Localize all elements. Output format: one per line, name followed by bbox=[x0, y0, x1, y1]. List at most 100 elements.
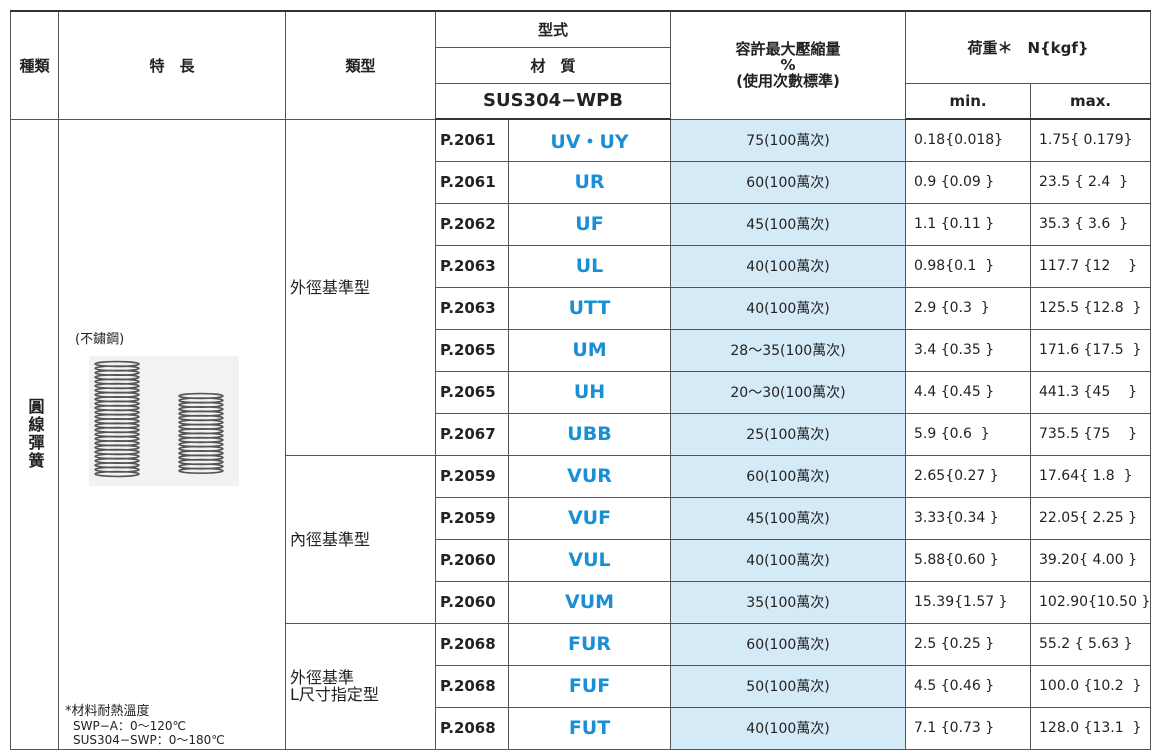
temperature-note: *材料耐熱溫度 SWP−A：0〜120℃ SUS304−SWP：0〜180℃ bbox=[65, 703, 225, 747]
load-min: 3.4 {0.35 } bbox=[905, 328, 1032, 372]
header-max: max. bbox=[1030, 82, 1152, 120]
table-row: 外徑基準 L尺寸指定型 P.2068 FUR 60(100萬次) 2.5 {0.25 } 5… bbox=[11, 622, 1152, 750]
load-min: 4.5 {0.46 } bbox=[905, 664, 1032, 708]
page-ref: P.2060 bbox=[435, 580, 509, 624]
header-text: % bbox=[780, 56, 796, 75]
header-feature: 特 長 bbox=[58, 10, 286, 120]
feature-cell: (不鏽鋼) *材料耐熱溫度 SWP−A：0〜120℃ SUS304−SWP：0〜180… bbox=[58, 118, 286, 750]
spec-table-wrap: 種類 特 長 類型 型式 容許最大壓縮量 % (使用次數標準) 荷重＊ N{kg… bbox=[10, 10, 1152, 750]
page-ref: P.2067 bbox=[435, 412, 509, 456]
load-min: 2.9 {0.3 } bbox=[905, 286, 1032, 330]
model-code: VUF bbox=[507, 496, 672, 540]
page-ref: P.2065 bbox=[435, 370, 509, 414]
compression: 40(100萬次) bbox=[670, 286, 907, 330]
load-max: 171.6 {17.5 } bbox=[1030, 328, 1152, 372]
model-code: VUM bbox=[507, 580, 672, 624]
header-compression: 容許最大壓縮量 % (使用次數標準) bbox=[670, 10, 907, 120]
model-code: UV・UY bbox=[507, 118, 672, 162]
load-max: 17.64{ 1.8 } bbox=[1030, 454, 1152, 498]
load-min: 7.1 {0.73 } bbox=[905, 706, 1032, 750]
page-ref: P.2061 bbox=[435, 160, 509, 204]
table-row: P.2063 UTT 40(100萬次) 2.9 {0.3 } 125.5 {12.8 … bbox=[11, 286, 1152, 330]
load-min: 5.88{0.60 } bbox=[905, 538, 1032, 582]
model-code: UBB bbox=[507, 412, 672, 456]
load-min: 15.39{1.57 } bbox=[905, 580, 1032, 624]
model-code: UH bbox=[507, 370, 672, 414]
load-min: 2.65{0.27 } bbox=[905, 454, 1032, 498]
model-code: VUR bbox=[507, 454, 672, 498]
compression: 28〜35(100萬次) bbox=[670, 328, 907, 372]
load-min: 0.98{0.1 } bbox=[905, 244, 1032, 288]
page-ref: P.2063 bbox=[435, 244, 509, 288]
compression: 45(100萬次) bbox=[670, 202, 907, 246]
category-line: L尺寸指定型 bbox=[290, 685, 379, 704]
temperature-title: *材料耐熱溫度 bbox=[65, 703, 150, 719]
page-ref: P.2068 bbox=[435, 622, 509, 666]
header-text: (使用次數標準) bbox=[736, 72, 840, 91]
header-load: 荷重＊ N{kgf} bbox=[905, 10, 1152, 84]
model-code: UF bbox=[507, 202, 672, 246]
compression: 60(100萬次) bbox=[670, 160, 907, 204]
table-row: P.2059 VUF 45(100萬次) 3.33{0.34 } 22.05{ 2.25… bbox=[11, 496, 1152, 540]
compression: 60(100萬次) bbox=[670, 622, 907, 666]
load-min: 0.18{0.018} bbox=[905, 118, 1032, 162]
header-category: 類型 bbox=[285, 10, 436, 120]
load-max: 102.90{10.50 } bbox=[1030, 580, 1152, 624]
compression: 25(100萬次) bbox=[670, 412, 907, 456]
load-min: 4.4 {0.45 } bbox=[905, 370, 1032, 414]
header-text: 容許最大壓縮量 bbox=[735, 40, 841, 59]
compression: 35(100萬次) bbox=[670, 580, 907, 624]
category-line: 內徑基準型 bbox=[290, 529, 371, 549]
load-min: 0.9 {0.09 } bbox=[905, 160, 1032, 204]
category-cell: 內徑基準型 bbox=[285, 454, 436, 624]
table-body: 圓線彈簧 (不鏽鋼) *材料耐熱溫度 SWP−A：0〜120℃ SUS304−SWP：0… bbox=[10, 118, 1152, 750]
model-code: FUR bbox=[507, 622, 672, 666]
spec-table: 種類 特 長 類型 型式 容許最大壓縮量 % (使用次數標準) 荷重＊ N{kg… bbox=[10, 10, 1152, 750]
table-row: 圓線彈簧 (不鏽鋼) *材料耐熱溫度 SWP−A：0〜120℃ SUS304−SWP：0… bbox=[10, 118, 1152, 750]
table-row: P.2068 FUF 50(100萬次) 4.5 {0.46 } 100.0 {10.2… bbox=[11, 664, 1152, 708]
compression: 40(100萬次) bbox=[670, 244, 907, 288]
load-max: 441.3 {45 } bbox=[1030, 370, 1152, 414]
model-code: FUT bbox=[507, 706, 672, 750]
page-ref: P.2065 bbox=[435, 328, 509, 372]
page-ref: P.2061 bbox=[435, 118, 509, 162]
table-row: 內徑基準型 P.2059 VUR 60(100萬次) 2.65{0.27 } 17.64{… bbox=[11, 454, 1152, 624]
model-code: VUL bbox=[507, 538, 672, 582]
model-code: UR bbox=[507, 160, 672, 204]
page-ref: P.2062 bbox=[435, 202, 509, 246]
page-ref: P.2060 bbox=[435, 538, 509, 582]
page: {"header":{"kind":"種類","feature":"特 長","… bbox=[10, 10, 1152, 750]
compression: 75(100萬次) bbox=[670, 118, 907, 162]
header-material-grade: SUS304−WPB bbox=[434, 82, 672, 120]
compression: 60(100萬次) bbox=[670, 454, 907, 498]
table-row: P.2063 UL 40(100萬次) 0.98{0.1 } 117.7 {12 } bbox=[11, 244, 1152, 288]
compression: 50(100萬次) bbox=[670, 664, 907, 708]
page-ref: P.2068 bbox=[435, 706, 509, 750]
compression: 20〜30(100萬次) bbox=[670, 370, 907, 414]
compression: 40(100萬次) bbox=[670, 706, 907, 750]
header-kind: 種類 bbox=[10, 10, 59, 120]
load-max: 39.20{ 4.00 } bbox=[1030, 538, 1152, 582]
load-max: 128.0 {13.1 } bbox=[1030, 706, 1152, 750]
model-code: FUF bbox=[507, 664, 672, 708]
page-ref: P.2068 bbox=[435, 664, 509, 708]
load-min: 3.33{0.34 } bbox=[905, 496, 1032, 540]
load-max: 1.75{ 0.179} bbox=[1030, 118, 1152, 162]
compression: 45(100萬次) bbox=[670, 496, 907, 540]
header-model: 型式 bbox=[434, 10, 672, 48]
model-code: UL bbox=[507, 244, 672, 288]
load-max: 23.5 { 2.4 } bbox=[1030, 160, 1152, 204]
material-note: (不鏽鋼) bbox=[75, 331, 125, 347]
header-material: 材 質 bbox=[434, 46, 672, 84]
model-code: UM bbox=[507, 328, 672, 372]
load-max: 55.2 { 5.63 } bbox=[1030, 622, 1152, 666]
load-min: 5.9 {0.6 } bbox=[905, 412, 1032, 456]
compression: 40(100萬次) bbox=[670, 538, 907, 582]
table-row: P.2060 VUL 40(100萬次) 5.88{0.60 } 39.20{ 4.00… bbox=[11, 538, 1152, 582]
load-min: 1.1 {0.11 } bbox=[905, 202, 1032, 246]
category-cell: 外徑基準型 bbox=[285, 118, 436, 456]
page-ref: P.2063 bbox=[435, 286, 509, 330]
spring-image bbox=[89, 355, 239, 486]
header-min: min. bbox=[905, 82, 1032, 120]
kind-cell: 圓線彈簧 bbox=[10, 118, 59, 750]
